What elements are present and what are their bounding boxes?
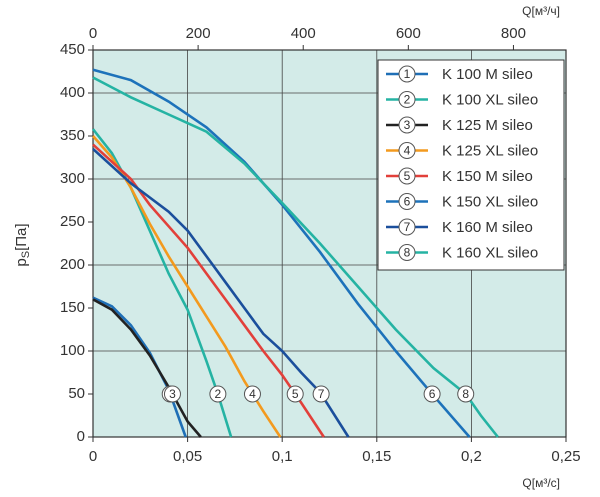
legend-marker-label: 8	[404, 246, 411, 260]
x2-tick-label: 200	[186, 25, 211, 42]
curve-marker-circle	[286, 385, 304, 403]
curve-marker: 6	[423, 385, 441, 403]
curve-marker-circle	[243, 385, 261, 403]
curve-marker-circle	[163, 385, 181, 403]
curve-marker: 5	[286, 385, 304, 403]
y-tick-label: 400	[60, 84, 85, 101]
legend-label: K 100 M sileo	[442, 66, 533, 83]
curve-marker-label: 5	[292, 387, 299, 401]
series-line	[92, 143, 325, 438]
legend-marker-circle	[398, 167, 416, 185]
y-label-subscript: S	[20, 251, 32, 258]
x2-tick-label: 0	[89, 25, 97, 42]
legend-marker-circle	[398, 244, 416, 261]
curve-marker: 3	[163, 385, 181, 403]
legend-label: K 150 XL sileo	[442, 193, 538, 210]
curve-marker-circle	[457, 385, 475, 403]
x-tick-label: 0,2	[461, 448, 482, 465]
y-tick-label: 150	[60, 299, 85, 316]
series-line	[92, 147, 350, 438]
legend-label: K 150 M sileo	[442, 168, 533, 185]
x2-tick-label: 800	[501, 25, 526, 42]
curve-marker-label: 8	[462, 387, 469, 401]
legend-marker-label: 2	[404, 93, 411, 107]
plot-frame	[92, 49, 567, 438]
legend-marker-circle	[398, 193, 416, 210]
x-tick-label: 0,1	[272, 448, 293, 465]
legend-label: K 125 M sileo	[442, 117, 533, 134]
legend-label: K 125 XL sileo	[442, 142, 538, 159]
curve-marker-circle	[312, 385, 330, 403]
y-label-symbol: p	[13, 258, 30, 266]
x-tick-label: 0,05	[173, 448, 202, 465]
y-label-unit: [Па]	[13, 223, 30, 250]
series-line	[91, 128, 233, 438]
legend-marker-circle	[398, 218, 416, 236]
x2-axis-label: Q[м³/ч]	[522, 4, 560, 18]
y-tick-label: 200	[60, 256, 85, 273]
legend-label: K 160 M sileo	[442, 219, 533, 236]
curve-marker-label: 3	[169, 387, 176, 401]
x-axis-label: Q[м³/с]	[522, 476, 560, 490]
x2-tick-label: 400	[291, 25, 316, 42]
curve-marker-label: 7	[318, 387, 325, 401]
curve-marker-label: 2	[215, 387, 222, 401]
legend-marker-label: 1	[404, 67, 411, 81]
y-tick-label: 0	[77, 428, 85, 445]
y-axis-label: pS[Па]	[13, 223, 32, 266]
curve-marker-circle	[423, 385, 441, 403]
legend-marker-label: 6	[404, 195, 411, 209]
y-tick-label: 100	[60, 342, 85, 359]
x-tick-label: 0	[89, 448, 97, 465]
legend-marker-label: 5	[404, 169, 411, 183]
series-line	[92, 298, 202, 438]
curve-marker-circle	[209, 385, 227, 403]
legend-marker-label: 7	[404, 220, 411, 234]
legend-label: K 160 XL sileo	[442, 244, 538, 261]
y-tick-label: 300	[60, 170, 85, 187]
legend-label: K 100 XL sileo	[442, 91, 538, 108]
curve-marker: 8	[457, 385, 475, 403]
curve-marker: 2	[209, 385, 227, 403]
legend-marker-circle	[398, 91, 416, 108]
y-tick-label: 50	[68, 385, 85, 402]
curve-marker: 4	[243, 385, 261, 403]
y-tick-label: 250	[60, 213, 85, 230]
legend-marker-label: 4	[404, 144, 411, 158]
x-tick-label: 0,25	[551, 448, 580, 465]
legend-marker-circle	[398, 142, 416, 159]
curve-marker-label: 6	[429, 387, 436, 401]
curve-marker-label: 4	[249, 387, 256, 401]
x-tick-label: 0,15	[362, 448, 391, 465]
legend-marker-label: 3	[404, 118, 411, 132]
curve-marker: 7	[312, 385, 330, 403]
y-tick-label: 350	[60, 127, 85, 144]
legend-marker-circle	[398, 65, 416, 83]
x2-tick-label: 600	[396, 25, 421, 42]
y-tick-label: 450	[60, 41, 85, 58]
legend-marker-circle	[398, 116, 416, 134]
